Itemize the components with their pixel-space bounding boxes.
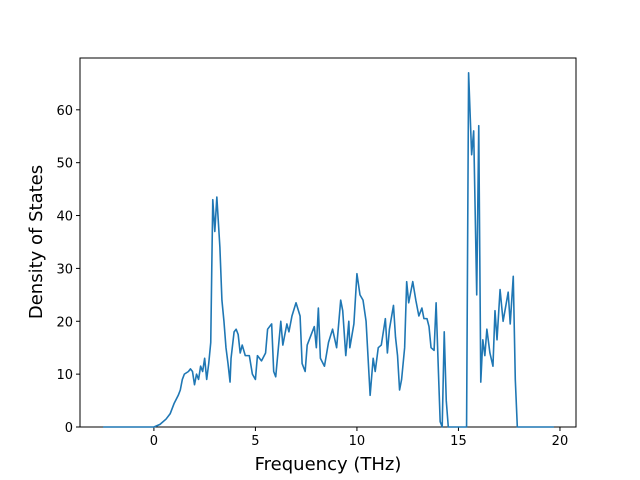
x-tick-label: 5: [251, 434, 259, 449]
x-tick-label: 15: [450, 434, 467, 449]
y-tick-label: 50: [56, 157, 73, 172]
x-tick-label: 20: [552, 434, 569, 449]
x-tick-label: 0: [150, 434, 158, 449]
y-axis-label: Density of States: [26, 165, 47, 319]
x-axis-label: Frequency (THz): [255, 454, 402, 475]
y-tick-label: 40: [56, 210, 73, 225]
y-tick-label: 10: [56, 368, 73, 383]
y-tick-label: 60: [56, 104, 73, 119]
x-tick-label: 10: [349, 434, 366, 449]
y-tick-label: 30: [56, 262, 73, 277]
axes-frame: [79, 57, 577, 428]
y-tick-label: 0: [65, 421, 73, 436]
line: [103, 72, 554, 428]
y-tick-label: 20: [56, 315, 73, 330]
